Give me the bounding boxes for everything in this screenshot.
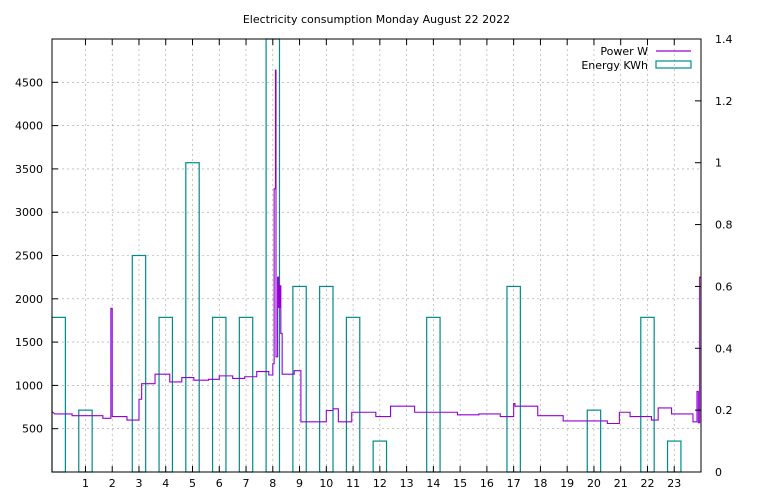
- y-tick-label: 2000: [15, 293, 43, 306]
- legend-swatch-energy: [655, 60, 692, 69]
- y2-tick-label: 0.4: [715, 342, 733, 355]
- y2-tick-label: 1.4: [715, 33, 733, 46]
- x-tick-label: 17: [507, 477, 521, 490]
- legend-label-power: Power W: [600, 45, 648, 58]
- x-tick-label: 2: [109, 477, 116, 490]
- x-tick-label: 22: [640, 477, 654, 490]
- y-tick-label: 1000: [15, 379, 43, 392]
- y2-tick-label: 0.2: [715, 404, 733, 417]
- y2-tick-label: 1: [715, 157, 722, 170]
- chart-title: Electricity consumption Monday August 22…: [243, 13, 510, 26]
- y-tick-label: 3000: [15, 206, 43, 219]
- x-tick-label: 16: [480, 477, 494, 490]
- axis-ticks: 1 2 3 4 5 6 7 8 9 10 11 12 13 14 15 16 17 18 19 20 21 22 23500…: [15, 33, 733, 490]
- x-tick-label: 9: [296, 477, 303, 490]
- y2-tick-label: 0.6: [715, 280, 733, 293]
- x-tick-label: 10: [319, 477, 333, 490]
- power-series-line: [51, 69, 701, 425]
- x-tick-label: 5: [189, 477, 196, 490]
- y-tick-label: 500: [22, 423, 43, 436]
- x-tick-label: 19: [560, 477, 574, 490]
- legend-label-energy: Energy KWh: [581, 59, 648, 72]
- x-tick-label: 12: [373, 477, 387, 490]
- x-tick-label: 11: [346, 477, 360, 490]
- x-tick-label: 15: [453, 477, 467, 490]
- power-line: [51, 69, 701, 425]
- x-tick-label: 23: [667, 477, 681, 490]
- y-tick-label: 2500: [15, 250, 43, 263]
- y-tick-label: 1500: [15, 336, 43, 349]
- y-tick-label: 4500: [15, 76, 43, 89]
- x-tick-label: 6: [216, 477, 223, 490]
- y-tick-label: 3500: [15, 163, 43, 176]
- x-tick-label: 20: [587, 477, 601, 490]
- y2-tick-label: 1.2: [715, 95, 733, 108]
- grid: [52, 39, 701, 472]
- x-tick-label: 4: [162, 477, 169, 490]
- y2-tick-label: 0: [715, 466, 722, 479]
- x-tick-label: 21: [614, 477, 628, 490]
- x-tick-label: 14: [426, 477, 440, 490]
- x-tick-label: 3: [135, 477, 142, 490]
- y-tick-label: 4000: [15, 120, 43, 133]
- x-tick-label: 8: [269, 477, 276, 490]
- x-tick-label: 18: [533, 477, 547, 490]
- y2-tick-label: 0.8: [715, 219, 733, 232]
- energy-bar: [51, 316, 66, 473]
- x-tick-label: 1: [82, 477, 89, 490]
- x-tick-label: 7: [243, 477, 250, 490]
- energy-bars: [51, 38, 682, 473]
- x-tick-label: 13: [400, 477, 414, 490]
